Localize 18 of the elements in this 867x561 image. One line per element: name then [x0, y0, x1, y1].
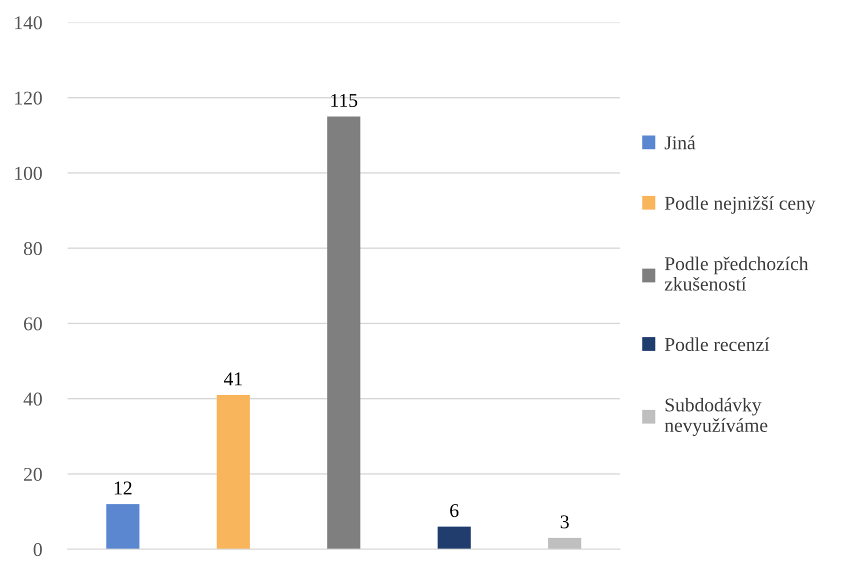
- data-label: 41: [224, 372, 242, 386]
- y-tick-label: 20: [24, 468, 42, 481]
- y-tick-label: 100: [15, 166, 42, 180]
- data-label: 115: [331, 94, 358, 107]
- y-tick-label: 40: [24, 392, 42, 406]
- data-label: 12: [114, 481, 132, 494]
- y-tick-label: 0: [34, 543, 42, 556]
- y-tick-label: 140: [15, 16, 42, 30]
- legend-label: Podle předchozích zkušeností: [664, 256, 808, 291]
- data-label: 6: [450, 504, 458, 518]
- legend-label: Subdodávky nevyužíváme: [664, 398, 768, 436]
- legend-label: Jiná: [664, 136, 696, 150]
- y-tick-label: 120: [15, 92, 42, 105]
- legend-label: Podle recenzí: [664, 337, 770, 352]
- data-label: 3: [560, 515, 569, 528]
- y-tick-label: 80: [24, 242, 42, 256]
- y-tick-label: 60: [24, 317, 42, 330]
- legend-label: Podle nejnižší ceny: [664, 196, 816, 214]
